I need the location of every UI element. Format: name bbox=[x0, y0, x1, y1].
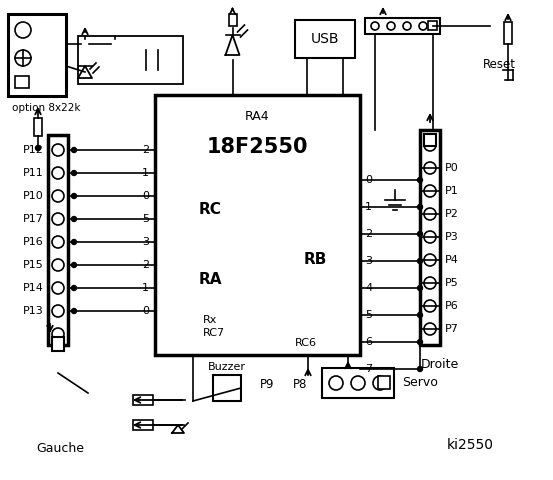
Text: P1: P1 bbox=[445, 186, 459, 196]
Text: Droite: Droite bbox=[421, 359, 459, 372]
Text: P6: P6 bbox=[445, 301, 459, 311]
Text: P12: P12 bbox=[23, 145, 44, 155]
Text: 3: 3 bbox=[365, 256, 372, 266]
Bar bbox=[133, 420, 153, 430]
Text: RC7: RC7 bbox=[203, 328, 225, 338]
Text: 0: 0 bbox=[142, 191, 149, 201]
Text: 2: 2 bbox=[365, 229, 372, 239]
Text: P7: P7 bbox=[445, 324, 459, 334]
Text: 1: 1 bbox=[142, 283, 149, 293]
Text: RC6: RC6 bbox=[295, 338, 317, 348]
Bar bbox=[295, 20, 355, 58]
Text: RC: RC bbox=[199, 203, 221, 217]
Bar bbox=[504, 22, 512, 44]
Text: P15: P15 bbox=[23, 260, 44, 270]
Bar bbox=[155, 95, 360, 355]
Text: Rx: Rx bbox=[203, 315, 217, 325]
Bar bbox=[52, 337, 64, 351]
Circle shape bbox=[71, 193, 76, 199]
Text: 4: 4 bbox=[365, 283, 372, 293]
Text: P5: P5 bbox=[445, 278, 459, 288]
Circle shape bbox=[71, 147, 76, 153]
Bar bbox=[228, 14, 237, 26]
Circle shape bbox=[418, 367, 422, 372]
Bar bbox=[78, 36, 183, 84]
Circle shape bbox=[71, 170, 76, 176]
Text: 6: 6 bbox=[365, 337, 372, 347]
Text: P2: P2 bbox=[445, 209, 459, 219]
Bar bbox=[365, 18, 440, 34]
Circle shape bbox=[35, 145, 40, 151]
Circle shape bbox=[418, 178, 422, 182]
Circle shape bbox=[71, 286, 76, 290]
Circle shape bbox=[71, 309, 76, 313]
Bar bbox=[428, 21, 437, 30]
Text: 5: 5 bbox=[365, 310, 372, 320]
Text: P16: P16 bbox=[23, 237, 44, 247]
Text: P4: P4 bbox=[445, 255, 459, 265]
Bar bbox=[322, 368, 394, 398]
Circle shape bbox=[71, 263, 76, 267]
Circle shape bbox=[418, 204, 422, 209]
Text: 7: 7 bbox=[365, 364, 372, 374]
Bar bbox=[15, 76, 29, 88]
Text: 3: 3 bbox=[142, 237, 149, 247]
Text: Servo: Servo bbox=[402, 376, 438, 389]
Text: ki2550: ki2550 bbox=[446, 438, 493, 452]
Circle shape bbox=[71, 216, 76, 221]
Text: 2: 2 bbox=[142, 145, 149, 155]
Text: RA: RA bbox=[198, 273, 222, 288]
Bar bbox=[34, 118, 42, 136]
Text: 0: 0 bbox=[365, 175, 372, 185]
Circle shape bbox=[418, 286, 422, 290]
Circle shape bbox=[418, 231, 422, 237]
Text: Gauche: Gauche bbox=[36, 442, 84, 455]
Text: RA4: RA4 bbox=[245, 110, 270, 123]
Text: RB: RB bbox=[303, 252, 327, 267]
Text: option 8x22k: option 8x22k bbox=[12, 103, 81, 113]
Text: 18F2550: 18F2550 bbox=[207, 137, 308, 157]
Bar bbox=[420, 130, 440, 345]
Bar bbox=[8, 14, 66, 96]
Text: P0: P0 bbox=[445, 163, 459, 173]
Text: P14: P14 bbox=[23, 283, 44, 293]
Circle shape bbox=[418, 339, 422, 345]
Text: Buzzer: Buzzer bbox=[208, 362, 246, 372]
Text: 1: 1 bbox=[365, 202, 372, 212]
Text: P10: P10 bbox=[23, 191, 44, 201]
Text: P13: P13 bbox=[23, 306, 44, 316]
Text: 2: 2 bbox=[142, 260, 149, 270]
Bar bbox=[378, 376, 390, 389]
Text: USB: USB bbox=[311, 32, 339, 46]
Text: P17: P17 bbox=[23, 214, 44, 224]
Text: P3: P3 bbox=[445, 232, 459, 242]
Text: 0: 0 bbox=[142, 306, 149, 316]
Text: P11: P11 bbox=[23, 168, 44, 178]
Bar bbox=[213, 375, 241, 401]
Bar bbox=[424, 134, 436, 146]
Text: P9: P9 bbox=[260, 379, 274, 392]
Circle shape bbox=[71, 240, 76, 244]
Bar bbox=[48, 135, 68, 345]
Circle shape bbox=[418, 259, 422, 264]
Bar bbox=[81, 39, 89, 61]
Text: 1: 1 bbox=[142, 168, 149, 178]
Circle shape bbox=[418, 312, 422, 317]
Text: 5: 5 bbox=[142, 214, 149, 224]
Bar bbox=[111, 39, 119, 61]
Bar bbox=[133, 395, 153, 405]
Text: Reset: Reset bbox=[483, 59, 516, 72]
Text: P8: P8 bbox=[293, 379, 307, 392]
